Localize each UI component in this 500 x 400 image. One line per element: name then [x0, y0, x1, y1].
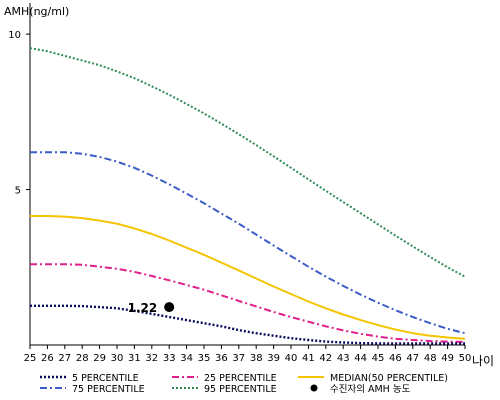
legend-marker-label: 수진자의 AMH 농도 [330, 384, 411, 395]
marker-layer: 1.22 [128, 301, 175, 315]
legend-label-75-percentile: 75 PERCENTILE [72, 384, 145, 395]
series-line-median-50-percentile [30, 215, 466, 340]
series-line-75-percentile [30, 151, 466, 335]
x-tick-label: 41 [302, 353, 315, 364]
legend-marker-swatch [310, 384, 318, 392]
x-tick-label: 27 [58, 353, 71, 364]
x-tick-label: 26 [41, 353, 54, 364]
x-tick-label: 40 [285, 353, 298, 364]
x-tick-label: 38 [250, 353, 263, 364]
x-tick-label: 47 [406, 353, 419, 364]
x-tick-label: 44 [354, 353, 367, 364]
y-tick-label: 5 [15, 186, 21, 197]
legend-label-median-50-percentile: MEDIAN(50 PERCENTILE) [330, 373, 448, 384]
x-tick-label: 35 [198, 353, 211, 364]
chart-ticks: 25 26 27 28 29 30 31 32 33 34 35 36 37 38 39 40 41 42 43 44… [8, 30, 471, 364]
x-tick-label: 50 [459, 353, 472, 364]
x-tick-label: 30 [111, 353, 124, 364]
x-tick-label: 46 [389, 353, 402, 364]
x-tick-label: 45 [372, 353, 385, 364]
amh-marker-label: 1.22 [128, 301, 158, 315]
series-line-95-percentile [29, 47, 466, 278]
x-tick-label: 25 [24, 353, 37, 364]
amh-marker-point [164, 302, 175, 313]
legend-label-95-percentile: 95 PERCENTILE [204, 384, 277, 395]
x-tick-label: 39 [267, 353, 280, 364]
x-axis-label: 나이 [472, 354, 494, 368]
x-tick-label: 36 [215, 353, 228, 364]
legend-label-5-percentile: 5 PERCENTILE [72, 373, 139, 384]
y-tick-label: 10 [8, 30, 21, 41]
series-lines [29, 47, 466, 345]
legend: 5 PERCENTILE 25 PERCENTILE MEDIAN(50 PERCE… [40, 373, 448, 395]
x-tick-label: 43 [337, 353, 350, 364]
x-tick-label: 33 [163, 353, 176, 364]
chart-axes [29, 3, 465, 346]
x-tick-label: 28 [76, 353, 89, 364]
x-tick-label: 48 [424, 353, 437, 364]
x-tick-label: 37 [232, 353, 245, 364]
y-axis-label: AMH(ng/ml) [4, 5, 69, 18]
x-tick-label: 42 [319, 353, 332, 364]
x-tick-label: 32 [145, 353, 158, 364]
x-tick-label: 29 [93, 353, 106, 364]
legend-label-25-percentile: 25 PERCENTILE [204, 373, 277, 384]
x-tick-label: 34 [180, 353, 193, 364]
x-tick-label: 49 [441, 353, 454, 364]
series-line-25-percentile [30, 263, 466, 343]
series-line-5-percentile [30, 304, 465, 345]
x-tick-label: 31 [128, 353, 141, 364]
